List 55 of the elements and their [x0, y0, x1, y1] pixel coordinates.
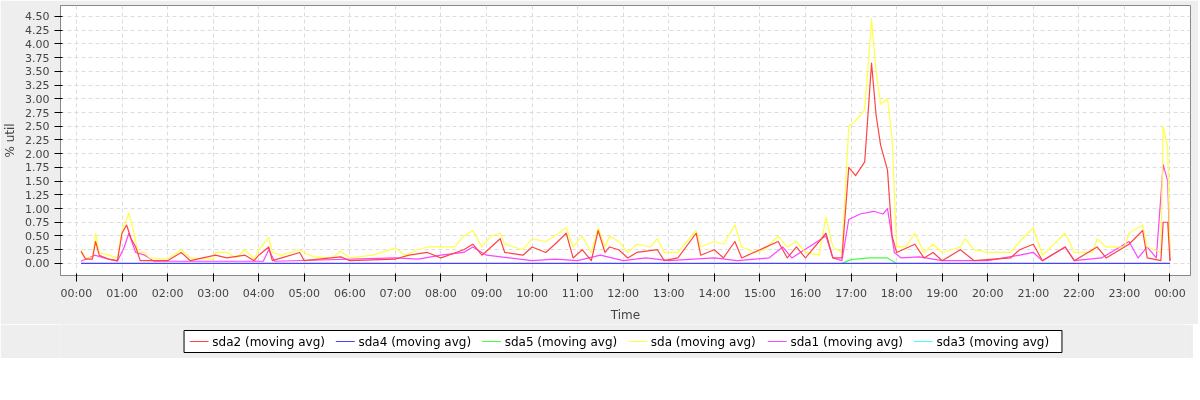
y-tick-label: 0.25	[25, 243, 50, 257]
x-tick-label: 06:00	[333, 286, 366, 300]
y-tick-label: 2.25	[25, 133, 50, 147]
x-tick-label: 02:00	[151, 286, 184, 300]
y-tick-label: 1.75	[25, 161, 50, 175]
x-tick-label: 12:00	[607, 286, 640, 300]
x-tick-label: 15:00	[744, 286, 776, 300]
x-tick-label: 04:00	[242, 286, 275, 300]
legend-label: sda1 (moving avg)	[790, 334, 904, 349]
line-series	[80, 164, 1171, 262]
y-tick-label: 3.50	[25, 65, 50, 79]
x-tick-label: 22:00	[1063, 286, 1095, 300]
y-tick-label: 4.25	[25, 24, 50, 38]
x-tick-label: 10:00	[516, 286, 548, 300]
x-tick-label: 21:00	[1017, 286, 1050, 300]
y-tick-label: 2.75	[25, 106, 50, 120]
x-tick-label: 05:00	[288, 286, 321, 300]
y-tick-label: 1.00	[25, 202, 50, 216]
y-tick-label: 0.75	[25, 216, 50, 230]
y-tick-label: 4.00	[25, 37, 50, 51]
x-tick-label: 09:00	[470, 286, 503, 300]
y-tick-label: 0.50	[25, 229, 50, 243]
y-tick-label: 2.50	[25, 120, 50, 134]
y-tick-label: 1.50	[25, 175, 50, 189]
y-tick-label: 0.00	[25, 257, 50, 271]
x-tick-label: 19:00	[926, 286, 959, 300]
x-tick-label: 17:00	[835, 286, 867, 300]
legend-label: sda (moving avg)	[650, 334, 756, 349]
y-tick-label: 2.00	[25, 147, 50, 161]
legend-label: sda5 (moving avg)	[504, 334, 618, 349]
x-tick-label: 16:00	[789, 286, 822, 300]
x-tick-label: 18:00	[880, 286, 913, 300]
x-tick-label: 07:00	[379, 286, 412, 300]
legend-label: sda2 (moving avg)	[212, 334, 325, 349]
y-tick-label: 3.75	[25, 51, 50, 65]
x-tick-label: 20:00	[971, 286, 1004, 300]
y-tick-label: 1.25	[25, 188, 50, 202]
x-tick-label: 13:00	[652, 286, 685, 300]
x-tick-label: 00:00	[60, 286, 93, 300]
y-tick-label: 4.50	[25, 10, 50, 24]
legend-label: sda4 (moving avg)	[358, 334, 472, 349]
y-axis-title: % util	[3, 123, 18, 158]
x-tick-label: 08:00	[425, 286, 457, 300]
x-tick-label: 14:00	[698, 286, 731, 300]
x-tick-label: 03:00	[197, 286, 229, 300]
line-series	[80, 62, 1171, 262]
line-series	[80, 18, 1171, 260]
x-tick-label: 01:00	[106, 286, 138, 300]
y-tick-label: 3.25	[25, 79, 50, 93]
x-tick-label: 23:00	[1108, 286, 1141, 300]
x-axis-title: Time	[609, 307, 641, 322]
x-tick-label: 11:00	[561, 286, 594, 300]
legend-label: sda3 (moving avg)	[936, 334, 1050, 349]
x-tick-label: 00:00	[1154, 286, 1186, 300]
y-tick-label: 3.00	[25, 92, 50, 106]
